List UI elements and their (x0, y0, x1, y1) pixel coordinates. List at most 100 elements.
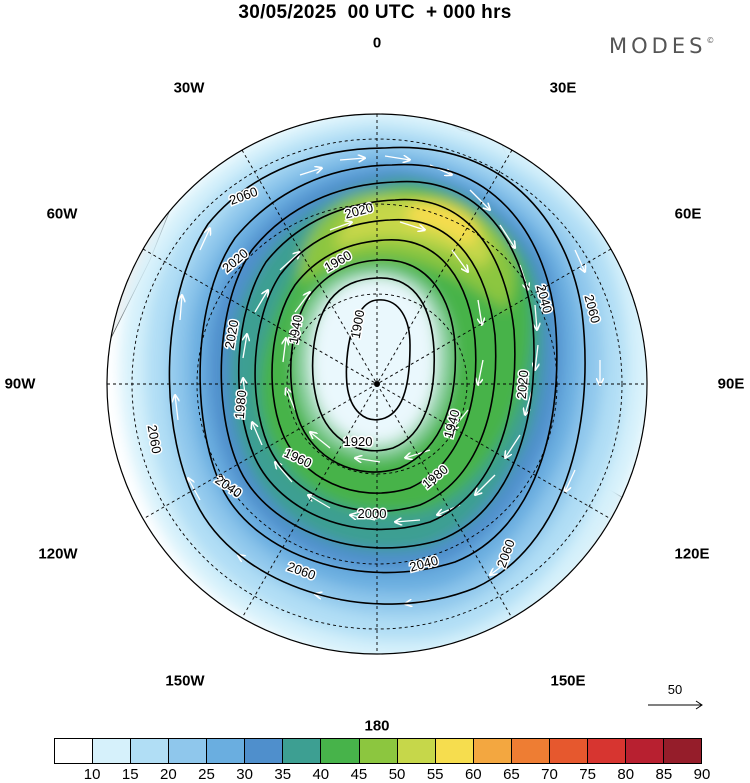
colorbar-swatch (245, 739, 284, 763)
vec-ne1 (469, 189, 490, 210)
colorbar-ticks: 10 15 20 25 30 35 40 45 50 55 60 65 70 75 80 85 90 (54, 766, 711, 783)
vec-inner9 (310, 432, 331, 449)
colorbar (54, 738, 702, 764)
vec-nw2 (279, 252, 300, 271)
colorbar-tick-label: 10 (83, 766, 101, 783)
vec-inner7 (405, 449, 431, 458)
lon-label-120w: 120W (38, 545, 78, 563)
vec-w2 (243, 378, 246, 403)
contour-label: 2060 (145, 424, 165, 455)
vec-e3 (525, 389, 533, 415)
contour-1920 (311, 277, 436, 452)
vec-sw1 (308, 495, 331, 509)
vec-outer2 (180, 295, 182, 321)
vec-n1 (339, 158, 365, 160)
vec-inner6 (452, 409, 469, 430)
vec-w3 (243, 334, 247, 359)
colorbar-tick-label: 55 (426, 766, 444, 783)
colorbar-swatch (549, 739, 588, 763)
map-border (106, 113, 648, 655)
colorbar-swatch (207, 739, 246, 763)
colorbar-swatch (169, 739, 208, 763)
colorbar-tick-label: 25 (198, 766, 215, 783)
vec-outer11 (574, 249, 585, 272)
brand-mark: © (706, 36, 715, 45)
contour-label: 2020 (514, 370, 531, 400)
vec-outer9 (565, 469, 576, 492)
vec-e1 (535, 304, 537, 330)
lon-label-30e: 30E (549, 79, 577, 97)
vec-inner2 (399, 221, 425, 230)
colorbar-swatch (587, 739, 626, 763)
vec-outer3 (175, 395, 178, 421)
contour-2020 (220, 180, 535, 549)
reference-vector-label: 50 (667, 682, 683, 697)
colorbar-swatch (93, 739, 132, 763)
vec-inner4 (478, 299, 482, 325)
colorbar-swatch (625, 739, 664, 763)
colorbar-swatch (359, 739, 398, 763)
colorbar-swatch (397, 739, 436, 763)
colorbar-swatch (131, 739, 170, 763)
vec-inner11 (283, 338, 286, 363)
colorbar-tick-label: 60 (464, 766, 482, 783)
colorbar-tick-label: 80 (617, 766, 635, 783)
brand-text: MODES (609, 34, 707, 58)
colorbar-swatch (321, 739, 360, 763)
vec-sw2 (275, 462, 293, 483)
shade-60 (408, 201, 479, 244)
polar-map: 1900 1920 1940 1940 1960 1960 1980 1980 … (106, 113, 648, 655)
contour-1960 (271, 239, 477, 494)
contour-1980 (254, 219, 497, 513)
shade-inner-light (295, 268, 453, 459)
colorbar-tick-label: 35 (274, 766, 292, 783)
colorbar-swatch (664, 739, 702, 763)
brand-logo: MODES© (609, 34, 714, 58)
vec-w1 (252, 422, 263, 446)
vec-n4 (299, 168, 322, 176)
vec-inner5 (478, 359, 484, 385)
contour-label: 1980 (232, 390, 249, 420)
height-contours (168, 146, 586, 605)
colorbar-tick-label: 70 (541, 766, 558, 783)
vec-inner3 (451, 249, 468, 272)
vec-outer4 (188, 478, 201, 501)
lon-label-180: 180 (364, 717, 390, 735)
colorbar-swatch (473, 739, 512, 763)
contour-label: 1940 (286, 314, 306, 345)
vec-inner12 (294, 292, 310, 313)
vec-s2 (395, 520, 421, 522)
contour-label: 2020 (222, 319, 242, 350)
colorbar-tick-label: 30 (236, 766, 253, 783)
contour-label: 1900 (348, 309, 368, 340)
lon-label-60w: 60W (46, 205, 78, 223)
reference-arrow-icon (648, 700, 703, 710)
colorbar-tick-label: 45 (350, 766, 368, 783)
colorbar-tick-label: 50 (388, 766, 406, 783)
vec-outer1 (199, 228, 210, 251)
vec-s3 (350, 515, 376, 521)
colorbar-tick-label: 40 (312, 766, 330, 783)
colorbar-swatch (283, 739, 322, 763)
colorbar-tick-label: 90 (693, 766, 711, 783)
vec-inner8 (355, 458, 381, 462)
lon-label-150e: 150E (550, 672, 586, 690)
contour-1940 (290, 259, 457, 473)
map-title: 30/05/2025 00 UTC + 000 hrs (238, 2, 512, 23)
pole-dot (374, 381, 380, 387)
colorbar-tick-label: 20 (160, 766, 177, 783)
colorbar-swatch (511, 739, 550, 763)
vec-se1 (505, 434, 521, 458)
colorbar-swatch (435, 739, 474, 763)
vec-outer8 (490, 559, 511, 575)
lon-label-90e: 90E (717, 375, 745, 393)
contour-2040 (199, 163, 558, 574)
contour-label: 2000 (358, 506, 387, 521)
colorbar-tick-label: 85 (655, 766, 673, 783)
colorbar-swatch (55, 739, 94, 763)
contour-2000 (238, 198, 516, 531)
vec-nw1 (254, 290, 268, 313)
contour-2060 (168, 146, 586, 605)
vec-e2 (535, 344, 538, 370)
vec-n2 (384, 156, 410, 160)
